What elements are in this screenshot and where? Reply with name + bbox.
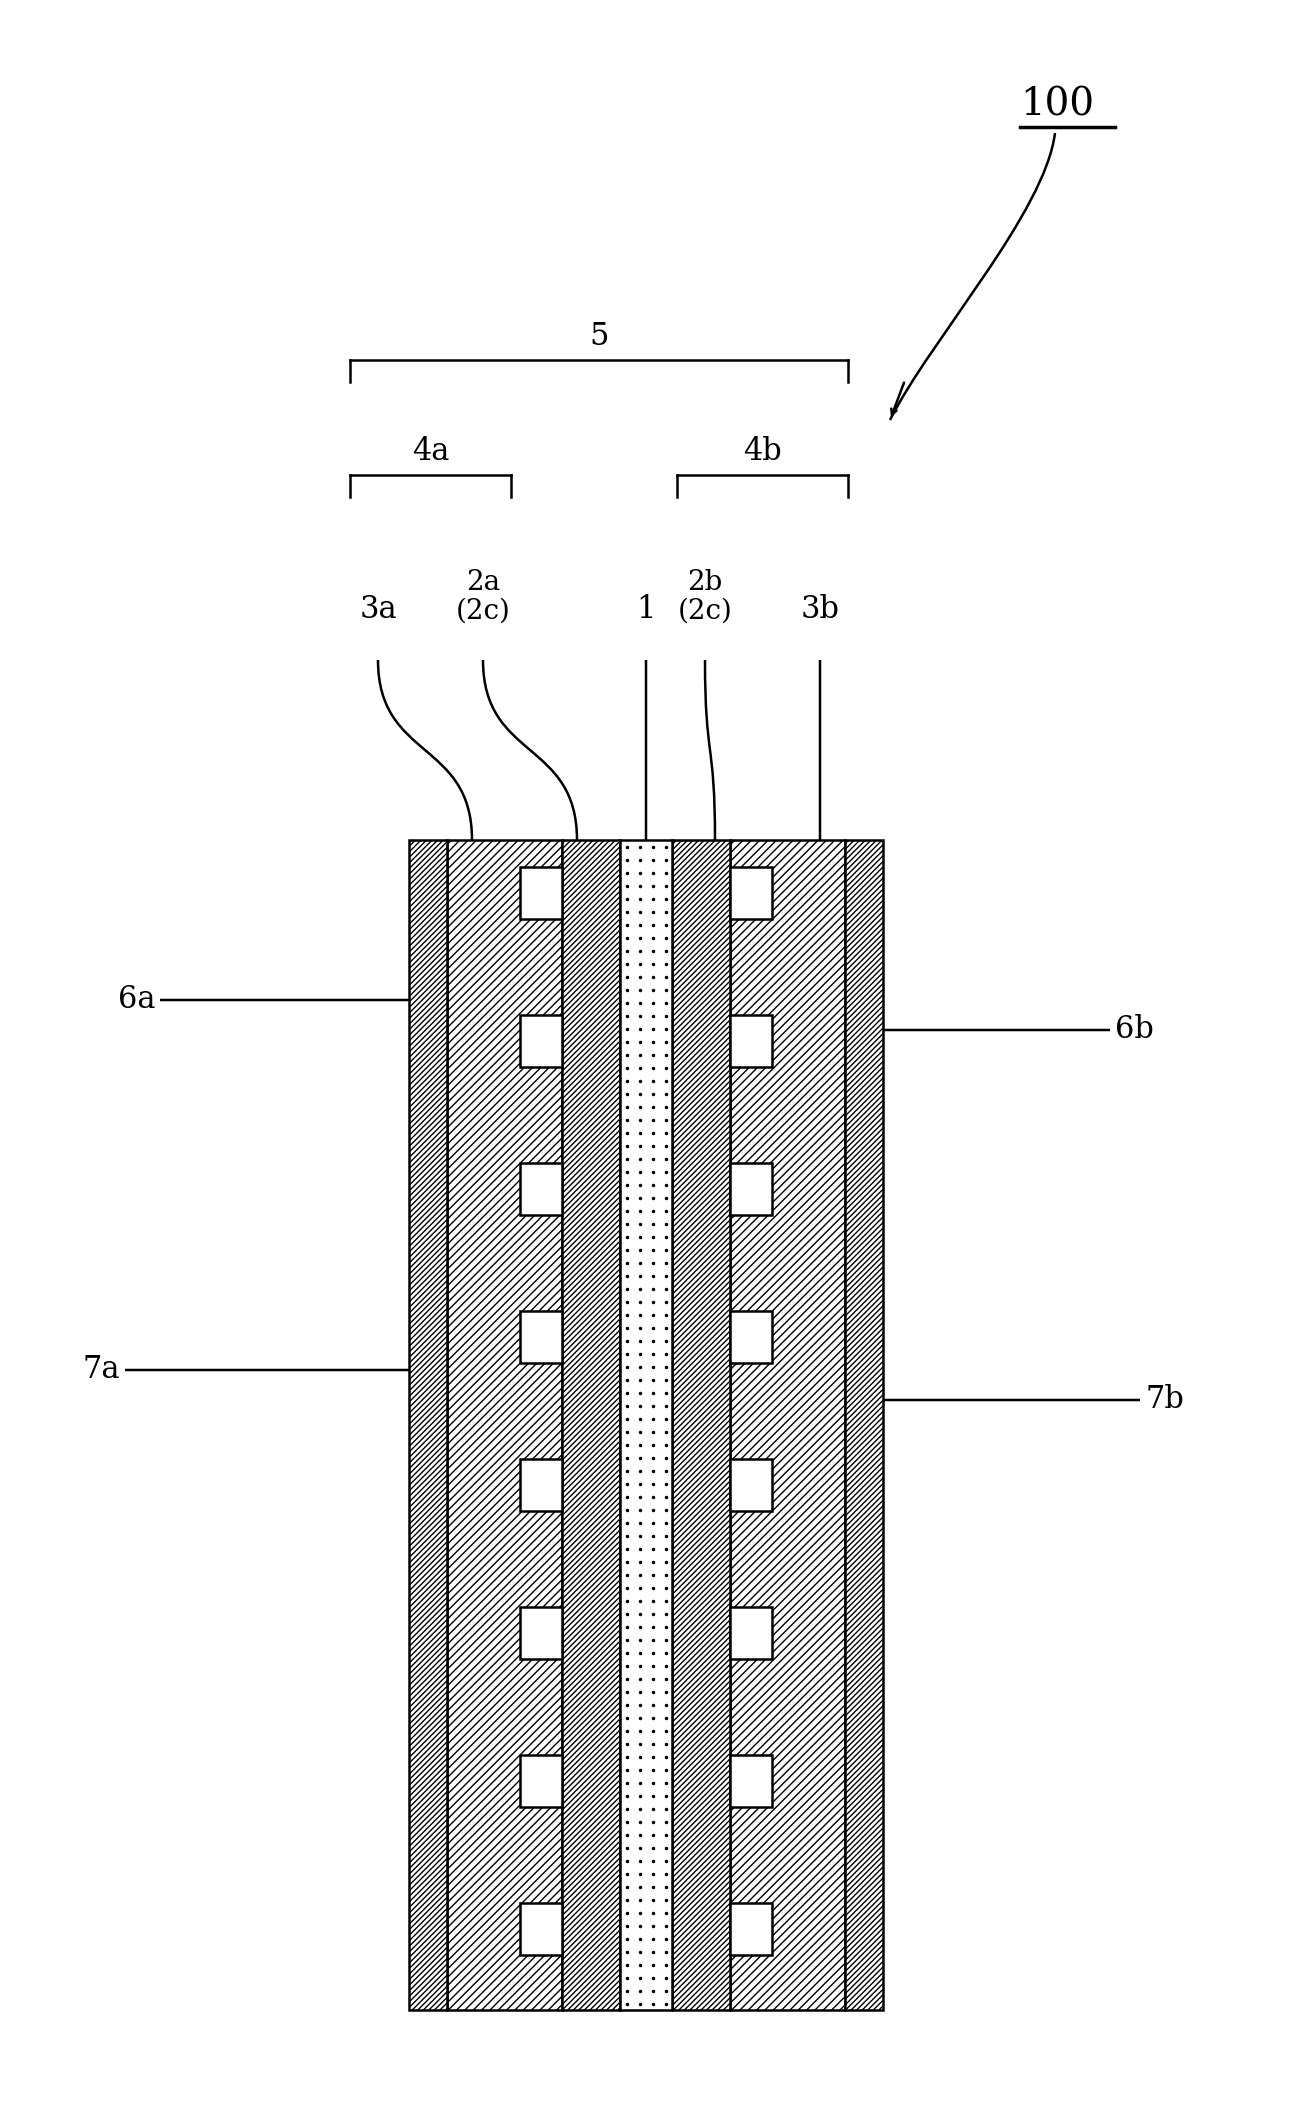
Bar [730,866,773,919]
Text: 6b: 6b [1115,1015,1154,1045]
Text: 7b: 7b [1145,1384,1183,1416]
Bar [519,1459,562,1512]
Bar [447,841,562,2010]
Bar [519,1902,562,1955]
Bar [730,1015,773,1068]
Bar [730,1163,773,1214]
Bar [672,841,730,2010]
Bar [519,1163,562,1214]
Bar [519,1015,562,1068]
Text: 3b: 3b [801,594,840,624]
Bar [730,1459,773,1512]
Text: 4a: 4a [412,435,450,467]
Bar [519,1607,562,1658]
Bar [410,841,447,2010]
Bar [730,1312,773,1363]
Text: 6a: 6a [118,985,155,1015]
Bar [730,1607,773,1658]
Text: 4b: 4b [743,435,782,467]
Text: 100: 100 [1019,87,1094,123]
Text: 7a: 7a [83,1354,120,1386]
Bar [519,866,562,919]
Bar [845,841,882,2010]
Bar [730,1902,773,1955]
Bar [730,1756,773,1807]
Bar [562,841,620,2010]
Text: 3a: 3a [359,594,397,624]
Text: 1: 1 [636,594,656,624]
Bar [620,841,672,2010]
Text: 2b
(2c): 2b (2c) [677,569,733,624]
Bar [519,1312,562,1363]
Bar [519,1756,562,1807]
Bar [730,841,845,2010]
Text: 5: 5 [589,321,609,352]
Text: 2a
(2c): 2a (2c) [456,569,510,624]
